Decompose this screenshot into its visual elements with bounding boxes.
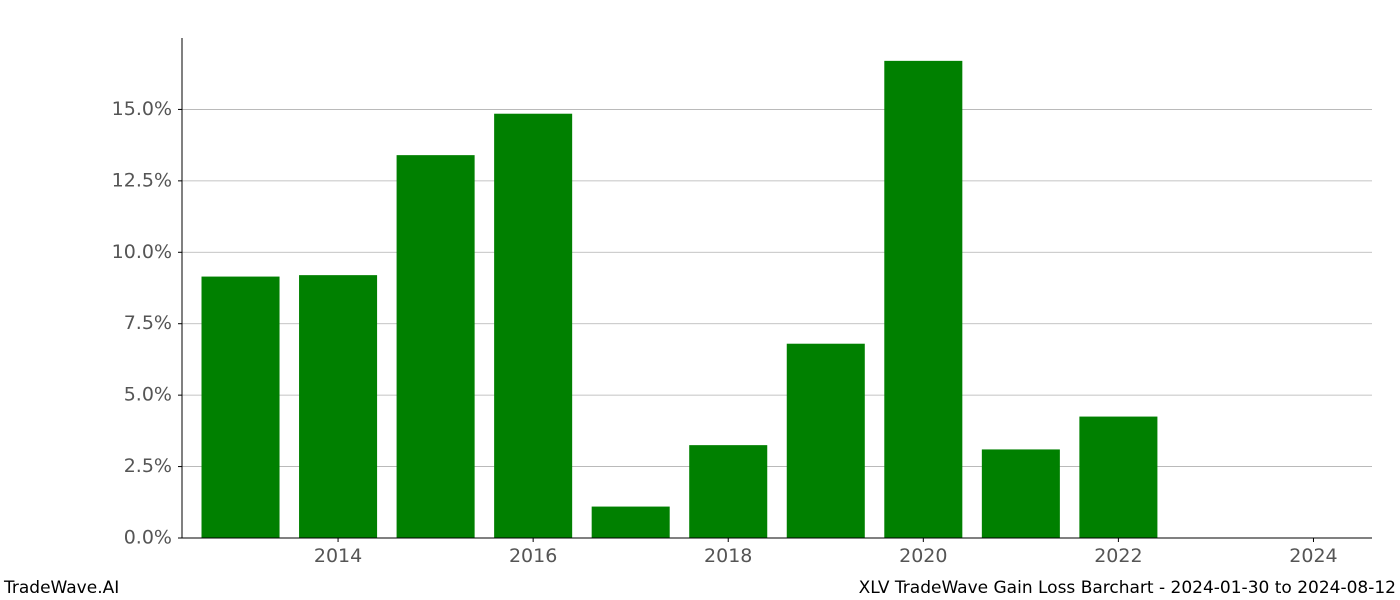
bar [494, 114, 572, 538]
x-tick-label: 2022 [1094, 545, 1142, 567]
chart-container: 0.0% 2.5% 5.0% 7.5% 10.0% 12.5% 15.0% 2014 2016 2… [0, 0, 1400, 600]
bar [689, 445, 767, 538]
x-tick-label: 2016 [509, 545, 557, 567]
y-tick-label: 5.0% [124, 384, 172, 406]
bar [592, 507, 670, 538]
bar [397, 155, 475, 538]
y-tick-label: 0.0% [124, 527, 172, 549]
footer-right-caption: XLV TradeWave Gain Loss Barchart - 2024-… [859, 578, 1396, 598]
x-tick-label: 2024 [1289, 545, 1337, 567]
bar [787, 344, 865, 538]
y-tick-label: 15.0% [112, 98, 172, 120]
bar [884, 61, 962, 538]
bar [299, 275, 377, 538]
y-tick-label: 10.0% [112, 241, 172, 263]
x-tick-label: 2018 [704, 545, 752, 567]
y-tick-label: 2.5% [124, 455, 172, 477]
gain-loss-barchart: 0.0% 2.5% 5.0% 7.5% 10.0% 12.5% 15.0% 2014 2016 2… [0, 0, 1400, 600]
bar [202, 277, 280, 538]
footer-left-brand: TradeWave.AI [4, 578, 119, 598]
bar [982, 449, 1060, 538]
x-tick-label: 2014 [314, 545, 362, 567]
y-tick-label: 7.5% [124, 312, 172, 334]
y-tick-label: 12.5% [112, 169, 172, 191]
x-tick-label: 2020 [899, 545, 947, 567]
bar [1079, 417, 1157, 538]
